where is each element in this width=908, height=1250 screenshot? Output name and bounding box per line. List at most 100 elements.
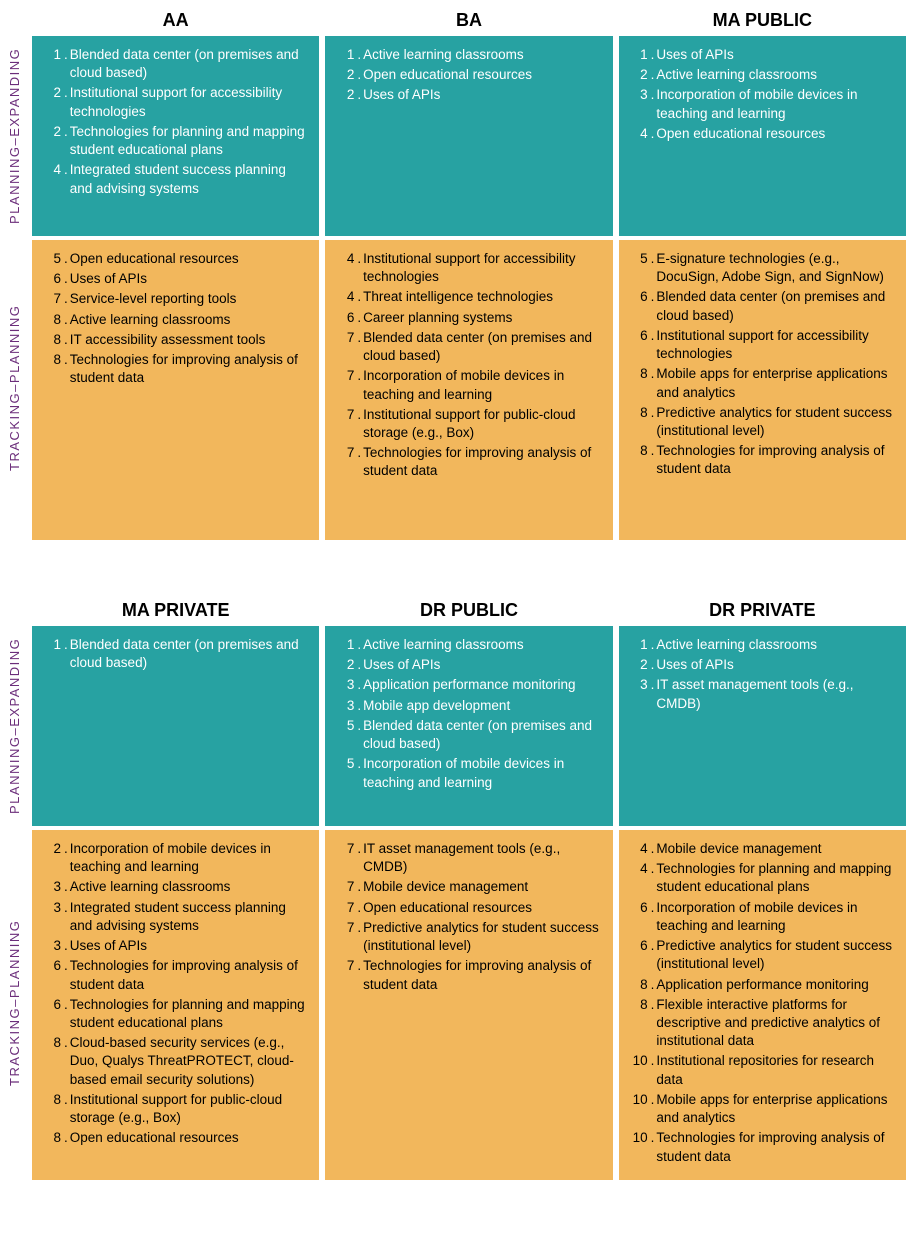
tracking-list: 4. Institutional support for accessibili… [337, 250, 600, 481]
list-item: 3. Active learning classrooms [44, 878, 307, 896]
tracking-list: 7. IT asset management tools (e.g., CMDB… [337, 840, 600, 994]
item-number: 8 [44, 1129, 64, 1147]
item-text: Open educational resources [654, 125, 894, 143]
list-item: 8. Open educational resources [44, 1129, 307, 1147]
list-item: 8. Institutional support for public-clou… [44, 1091, 307, 1127]
tracking-cell: 7. IT asset management tools (e.g., CMDB… [325, 830, 612, 1180]
section-0: PLANNING–EXPANDINGTRACKING–PLANNINGAA1. … [2, 10, 906, 540]
list-item: 6. Predictive analytics for student succ… [631, 937, 894, 973]
item-text: Technologies for planning and mapping st… [68, 996, 308, 1032]
column: MA PUBLIC1. Uses of APIs2. Active learni… [619, 10, 906, 540]
planning-cell: 1. Active learning classrooms 2. Uses of … [619, 626, 906, 826]
side-label-planning: PLANNING–EXPANDING [7, 626, 22, 826]
item-text: Incorporation of mobile devices in teach… [68, 840, 308, 876]
column: BA1. Active learning classrooms2. Open e… [325, 10, 612, 540]
planning-cell: 1. Blended data center (on premises and … [32, 36, 319, 236]
item-number: 3 [631, 86, 651, 122]
item-number: 8 [44, 1091, 64, 1127]
item-number: 10 [631, 1091, 651, 1127]
item-number: 3 [44, 937, 64, 955]
item-text: Flexible interactive platforms for descr… [654, 996, 894, 1051]
item-text: Active learning classrooms [654, 66, 894, 84]
list-item: 3. Mobile app development [337, 697, 600, 715]
item-text: Incorporation of mobile devices in teach… [654, 899, 894, 935]
list-item: 1. Active learning classrooms [337, 636, 600, 654]
list-item: 4. Open educational resources [631, 125, 894, 143]
column: MA PRIVATE1. Blended data center (on pre… [32, 600, 319, 1180]
item-number: 4 [631, 860, 651, 896]
list-item: 1. Blended data center (on premises and … [44, 636, 307, 672]
item-number: 7 [337, 878, 357, 896]
item-number: 6 [631, 288, 651, 324]
list-item: 7. Institutional support for public-clou… [337, 406, 600, 442]
side-label-planning: PLANNING–EXPANDING [7, 36, 22, 236]
item-text: Mobile app development [361, 697, 601, 715]
item-text: Uses of APIs [68, 937, 308, 955]
tracking-cell: 5. E-signature technologies (e.g., DocuS… [619, 240, 906, 540]
item-text: Institutional support for accessibility … [68, 84, 308, 120]
list-item: 6. Blended data center (on premises and … [631, 288, 894, 324]
item-number: 8 [44, 311, 64, 329]
item-text: Incorporation of mobile devices in teach… [361, 755, 601, 791]
item-number: 4 [631, 840, 651, 858]
item-text: Predictive analytics for student success… [654, 937, 894, 973]
item-text: Technologies for improving analysis of s… [654, 442, 894, 478]
list-item: 8. Cloud-based security services (e.g., … [44, 1034, 307, 1089]
list-item: 2. Institutional support for accessibili… [44, 84, 307, 120]
list-item: 5. E-signature technologies (e.g., DocuS… [631, 250, 894, 286]
planning-list: 1. Active learning classrooms 2. Uses of … [631, 636, 894, 713]
item-text: Technologies for improving analysis of s… [654, 1129, 894, 1165]
list-item: 4. Integrated student success planning a… [44, 161, 307, 197]
item-number: 1 [631, 636, 651, 654]
item-number: 7 [337, 367, 357, 403]
item-text: Open educational resources [68, 1129, 308, 1147]
item-text: Institutional support for accessibility … [654, 327, 894, 363]
list-item: 7. Technologies for improving analysis o… [337, 957, 600, 993]
item-number: 2 [337, 656, 357, 674]
item-number: 8 [631, 976, 651, 994]
list-item: 8. Mobile apps for enterprise applicatio… [631, 365, 894, 401]
item-number: 10 [631, 1129, 651, 1165]
spacer [2, 600, 26, 626]
list-item: 2. Technologies for planning and mapping… [44, 123, 307, 159]
item-text: IT asset management tools (e.g., CMDB) [361, 840, 601, 876]
item-text: Integrated student success planning and … [68, 161, 308, 197]
item-number: 4 [44, 161, 64, 197]
column-header: DR PUBLIC [325, 600, 612, 626]
item-number: 4 [337, 288, 357, 306]
list-item: 1. Active learning classrooms [631, 636, 894, 654]
item-text: Institutional support for public-cloud s… [68, 1091, 308, 1127]
item-number: 6 [631, 937, 651, 973]
list-item: 5. Incorporation of mobile devices in te… [337, 755, 600, 791]
item-number: 8 [44, 331, 64, 349]
list-item: 2. Open educational resources [337, 66, 600, 84]
item-text: Blended data center (on premises and clo… [361, 717, 601, 753]
item-text: Uses of APIs [654, 656, 894, 674]
item-text: Blended data center (on premises and clo… [654, 288, 894, 324]
list-item: 4. Threat intelligence technologies [337, 288, 600, 306]
item-number: 8 [44, 351, 64, 387]
item-text: Threat intelligence technologies [361, 288, 601, 306]
list-item: 2. Uses of APIs [631, 656, 894, 674]
item-number: 7 [44, 290, 64, 308]
item-number: 3 [631, 676, 651, 712]
planning-cell: 1. Active learning classrooms2. Open edu… [325, 36, 612, 236]
list-item: 8. Technologies for improving analysis o… [44, 351, 307, 387]
infographic-root: PLANNING–EXPANDINGTRACKING–PLANNINGAA1. … [2, 10, 906, 1180]
item-text: Career planning systems [361, 309, 601, 327]
tracking-list: 5. Open educational resources6. Uses of … [44, 250, 307, 388]
list-item: 8. Flexible interactive platforms for de… [631, 996, 894, 1051]
item-text: Incorporation of mobile devices in teach… [361, 367, 601, 403]
item-number: 7 [337, 329, 357, 365]
item-text: Technologies for improving analysis of s… [361, 957, 601, 993]
item-number: 6 [337, 309, 357, 327]
list-item: 6. Uses of APIs [44, 270, 307, 288]
item-number: 2 [631, 66, 651, 84]
list-item: 4. Institutional support for accessibili… [337, 250, 600, 286]
section-1: PLANNING–EXPANDINGTRACKING–PLANNINGMA PR… [2, 600, 906, 1180]
item-text: E-signature technologies (e.g., DocuSign… [654, 250, 894, 286]
item-text: Mobile apps for enterprise applications … [654, 365, 894, 401]
item-text: Technologies for planning and mapping st… [654, 860, 894, 896]
item-number: 7 [337, 899, 357, 917]
list-item: 8. Predictive analytics for student succ… [631, 404, 894, 440]
